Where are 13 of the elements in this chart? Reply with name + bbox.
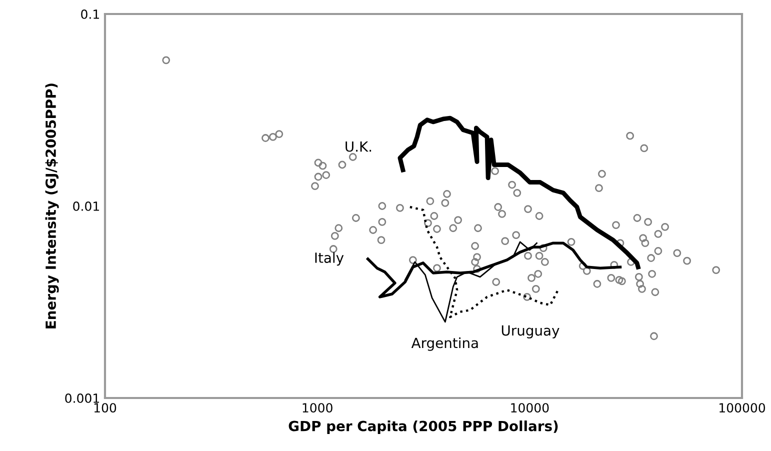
text: U.K. (346, 141, 372, 152)
y-tick-label: 0.001 (65, 393, 99, 403)
y-tick-label: 0.1 (81, 9, 99, 19)
series-label: Argentina (411, 337, 478, 351)
series-label: Italy (315, 252, 344, 266)
y-axis-title: Energy Intensity (GJ/$2005PPP) (45, 84, 59, 328)
x-tick-label: 1000 (302, 403, 332, 413)
x-tick-label: 100 (94, 403, 116, 413)
x-axis-title: GDP per Capita (2005 PPP Dollars) (288, 420, 558, 434)
x-tick-label: 100000 (720, 403, 766, 413)
series-label: Uruguay (502, 325, 560, 338)
y-tick-label: 0.01 (73, 201, 99, 211)
x-tick-label: 10000 (511, 403, 549, 413)
